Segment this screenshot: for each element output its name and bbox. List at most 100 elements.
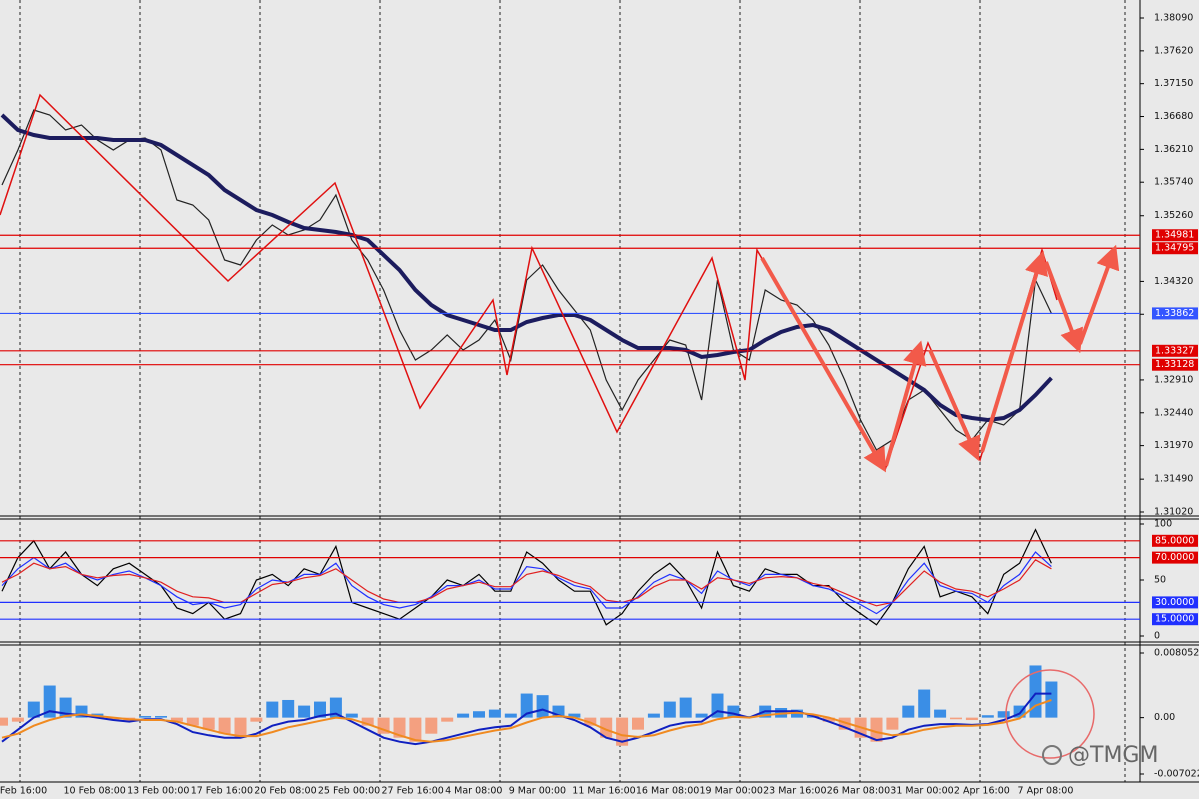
histogram-bar [27,701,40,718]
y-tick-label: 1.36210 [1154,144,1193,155]
histogram-bar [886,717,899,730]
level-label: 1.34981 [1155,230,1194,241]
y-tick-label: 1.37150 [1154,78,1193,89]
y-tick-label: 1.31020 [1154,506,1193,517]
level-label: 1.33327 [1155,345,1194,356]
series-line [1,699,1052,743]
series-line [1,559,1052,607]
x-tick-label: 13 Feb 00:00 [127,786,189,797]
vertical-grid [19,0,1126,782]
histogram-bar [473,711,485,718]
series-line [1,551,1052,615]
histogram-bar [663,701,676,718]
level-label-bg [1152,358,1198,371]
histogram-bar [43,685,56,718]
level-label: 70.0000 [1155,552,1194,563]
level-label-bg [1152,596,1198,609]
y-tick-label: 0.00 [1154,712,1175,723]
histogram-bar [822,717,835,722]
histogram-bar [298,705,311,718]
y-tick-label: 0.0080527 [1154,648,1199,659]
y-tick-label: 1.36680 [1154,111,1193,122]
histogram-bar [918,689,931,718]
x-tick-label: 2 Apr 16:00 [954,786,1010,797]
y-tick-label: 1.32910 [1154,374,1193,385]
level-label-bg [1152,534,1198,547]
y-tick-label: -0.007022 [1154,769,1199,780]
panel-borders [0,0,1199,783]
series-line [1,692,1052,746]
watermark-text: @TMGM [1068,743,1158,768]
level-label: 1.33128 [1155,359,1194,370]
x-tick-label: 20 Feb 08:00 [254,786,316,797]
histogram-bar [457,713,470,718]
y-tick-label: 1.31970 [1154,440,1193,451]
histogram-bar [600,717,613,738]
x-tick-label: 11 Mar 16:00 [572,786,635,797]
level-label-bg [1152,242,1198,255]
histogram-bar [361,717,374,726]
histogram-bar [218,717,231,734]
x-tick-label: 16 Mar 08:00 [636,786,699,797]
histogram-bar [1045,681,1058,718]
histogram-bar [393,717,406,738]
histogram-bar [186,717,199,726]
y-tick-label: 1.35260 [1154,210,1193,221]
histogram-bar [568,713,581,718]
level-label: 15.0000 [1155,614,1194,625]
histogram-bar [965,717,978,721]
histogram-bar [504,713,517,718]
histogram-bar [170,717,183,722]
y-tick-label: 1.35740 [1154,177,1193,188]
y-tick-label: 1.37620 [1154,45,1193,56]
histogram-bar [266,701,279,718]
level-label-bg [1152,344,1198,357]
histogram-bar [902,705,915,718]
y-tick-label: 50 [1154,575,1166,586]
histogram-bar [11,717,24,722]
histogram-bar [647,713,660,718]
level-label: 30.0000 [1155,597,1194,608]
watermark: @TMGM [1042,743,1158,768]
y-tick-label: 1.34320 [1154,276,1193,287]
level-label: 1.34795 [1155,243,1194,254]
x-tick-label: 19 Mar 00:00 [700,786,763,797]
level-label-bg [1152,613,1198,626]
histogram-bar [234,717,247,738]
histogram-bar [314,701,326,718]
level-label-bg [1152,551,1198,564]
histogram-bar [679,697,692,718]
y-tick-label: 0 [1154,631,1160,642]
histogram-bar [934,709,947,718]
histogram-bar [488,709,501,718]
histogram-bar [536,695,549,718]
histogram-bar [139,716,152,718]
x-tick-label: 10 Feb 08:00 [64,786,126,797]
x-tick-label: 23 Mar 16:00 [763,786,826,797]
histogram-bar [616,717,629,746]
histogram-bar [870,717,883,742]
y-tick-label: 1.38090 [1154,13,1193,24]
histogram-bar [155,716,167,718]
y-tick-label: 1.31490 [1154,474,1193,485]
level-label-bg [1152,307,1198,320]
histogram-bar [997,711,1010,718]
x-tick-label: 17 Feb 16:00 [191,786,253,797]
y-tick-label: 100 [1154,519,1172,530]
histogram-bar [981,715,994,718]
histogram-bar [250,717,263,722]
histogram-bar [441,717,454,722]
level-label-bg [1152,229,1198,242]
series-line [1,109,1052,451]
histogram-bar [409,717,422,742]
histogram-bar [282,699,295,718]
histogram-bar [0,717,8,726]
histogram-bar [950,717,962,720]
histogram-bar [329,697,342,718]
x-tick-label: 26 Mar 08:00 [827,786,890,797]
histogram-bar [202,717,215,730]
histogram-bar [345,713,358,718]
histogram-bar [425,717,438,734]
